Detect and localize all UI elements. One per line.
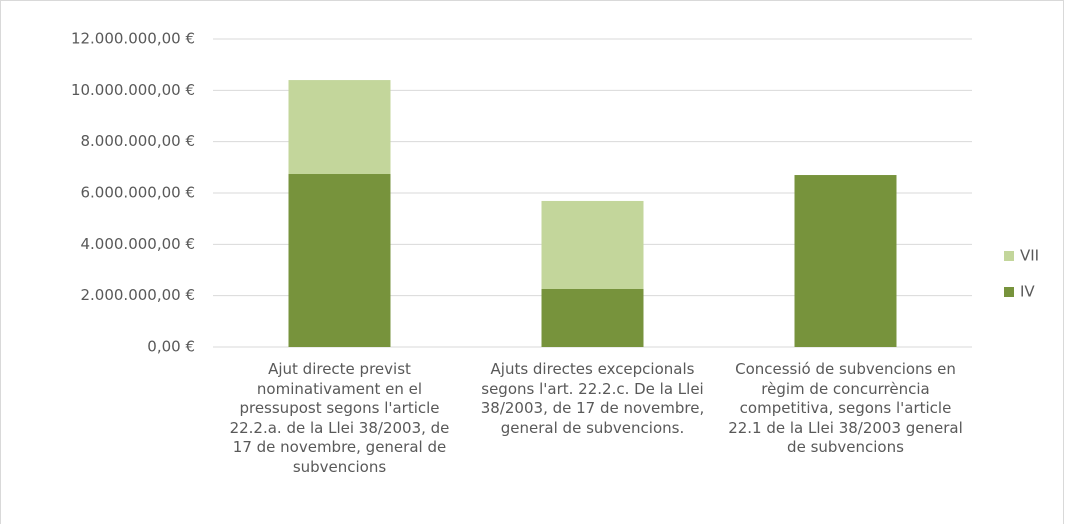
- legend-label: VII: [1020, 247, 1039, 265]
- y-tick-label: 6.000.000,00 €: [80, 184, 195, 202]
- bar-segment: [794, 175, 897, 347]
- bar-segment: [288, 80, 391, 175]
- x-tick-label: Concessió de subvencions en règim de con…: [728, 360, 963, 456]
- legend-label: IV: [1020, 283, 1035, 301]
- bar-segment: [541, 288, 644, 347]
- x-tick-label: Ajuts directes excepcionals segons l'art…: [480, 360, 705, 437]
- bar-segment: [288, 174, 391, 347]
- x-tick-label: Ajut directe previst nominativament en e…: [229, 360, 450, 476]
- y-tick-label: 8.000.000,00 €: [80, 132, 195, 150]
- y-tick-label: 10.000.000,00 €: [71, 81, 195, 99]
- bar-segment: [541, 200, 644, 289]
- y-tick-label: 0,00 €: [147, 338, 195, 356]
- y-tick-label: 2.000.000,00 €: [80, 286, 195, 304]
- legend-swatch: [1004, 251, 1014, 261]
- legend-swatch: [1004, 287, 1014, 297]
- y-tick-label: 12.000.000,00 €: [71, 30, 195, 48]
- y-tick-label: 4.000.000,00 €: [80, 235, 195, 253]
